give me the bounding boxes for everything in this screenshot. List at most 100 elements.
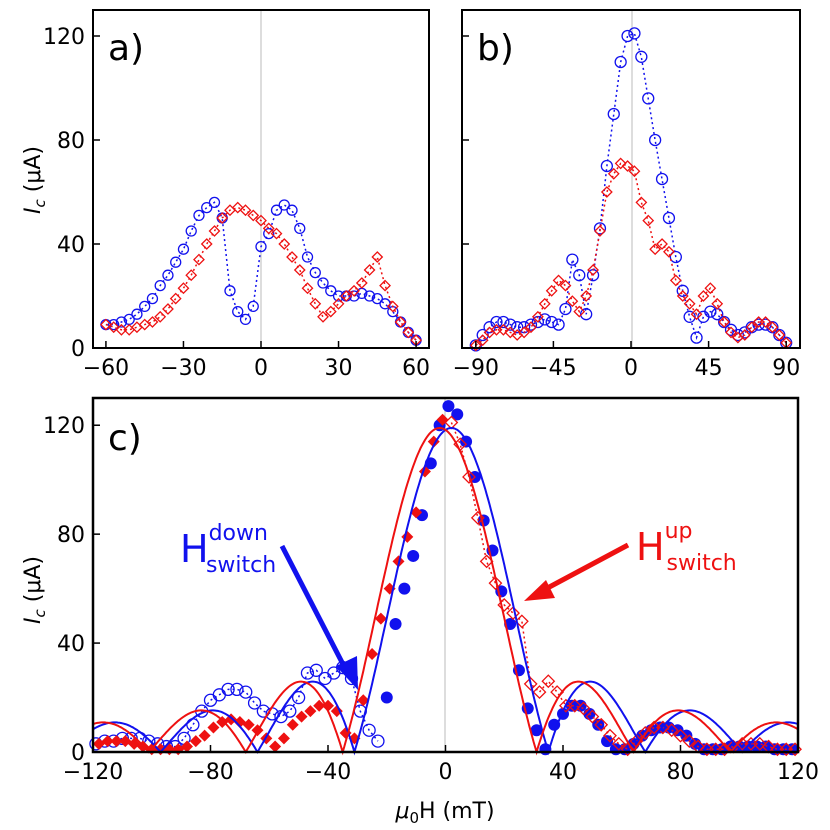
- data-point: [566, 253, 579, 266]
- x-tick-label: −60: [83, 356, 129, 381]
- data-point: [216, 716, 229, 729]
- panel-c: −120 −80 −40 0 40 80 120 0 40 80 120 c) Ic (μA) μ0…: [21, 396, 819, 827]
- data-point: [115, 323, 128, 336]
- data-point: [410, 506, 423, 519]
- data-point: [172, 743, 185, 756]
- x-tick-label: 40: [549, 760, 577, 785]
- data-point: [110, 735, 123, 748]
- data-point: [115, 316, 128, 328]
- x-tick-label: 30: [325, 356, 353, 381]
- panel-c-label: c): [108, 418, 142, 459]
- series-line-blue: [475, 32, 787, 346]
- y-tick-label: 0: [71, 337, 85, 362]
- data-point: [233, 716, 246, 729]
- data-point: [283, 704, 297, 718]
- panel-a-data: [100, 196, 422, 347]
- data-point: [185, 269, 198, 282]
- x-tick-label: 90: [772, 356, 800, 381]
- data-point: [766, 321, 779, 334]
- data-point: [469, 339, 482, 352]
- data-point: [300, 666, 315, 680]
- data-point: [216, 212, 229, 224]
- data-point: [552, 274, 565, 287]
- panel-a-label: a): [108, 28, 144, 69]
- data-point: [552, 318, 565, 331]
- data-point: [340, 290, 353, 302]
- data-point: [366, 647, 379, 660]
- data-point: [325, 285, 337, 297]
- data-point: [725, 326, 737, 339]
- x-tick-label: −90: [453, 356, 499, 381]
- data-point: [567, 698, 582, 713]
- data-point: [295, 710, 308, 723]
- data-point: [221, 682, 235, 697]
- data-point: [177, 282, 190, 295]
- data-point: [506, 606, 520, 621]
- data-point: [504, 326, 517, 339]
- data-point: [270, 227, 283, 240]
- data-point: [398, 582, 411, 595]
- data-point: [662, 211, 676, 225]
- data-point: [170, 256, 182, 268]
- data-point: [286, 204, 298, 216]
- series-line-red: [105, 206, 417, 341]
- data-point: [193, 209, 205, 222]
- data-point: [669, 250, 682, 264]
- data-point: [119, 735, 132, 748]
- panel-b-axes: −90 −45 0 45 90: [453, 35, 800, 381]
- data-point: [635, 50, 648, 63]
- data-point: [269, 740, 282, 753]
- y-tick-label: 0: [71, 741, 85, 766]
- y-tick-label: 40: [57, 632, 85, 657]
- data-point: [476, 334, 489, 347]
- data-point: [317, 310, 329, 323]
- data-point: [676, 290, 689, 302]
- data-point: [573, 269, 586, 282]
- data-point: [559, 302, 572, 316]
- y-tick-label: 80: [57, 523, 85, 548]
- x-tick-label: 0: [439, 760, 453, 785]
- h-switch-up-arrowhead: [524, 580, 555, 601]
- data-point: [587, 264, 599, 276]
- data-point: [332, 290, 345, 302]
- data-point: [263, 227, 275, 240]
- data-point: [363, 290, 376, 302]
- panel-a-y-axis-label: Ic (μA): [21, 146, 49, 214]
- data-point: [573, 305, 586, 318]
- data-point: [309, 266, 321, 279]
- data-point: [242, 718, 255, 731]
- data-point: [189, 735, 202, 748]
- data-point: [648, 133, 662, 147]
- data-point: [638, 726, 653, 740]
- h-switch-up-label: Hup switch: [636, 519, 737, 576]
- data-point: [107, 321, 120, 334]
- data-point: [193, 253, 205, 266]
- x-tick-label: 0: [624, 356, 638, 381]
- data-point: [524, 318, 538, 331]
- data-point: [101, 735, 114, 748]
- data-point: [462, 470, 476, 484]
- data-point: [683, 297, 696, 310]
- data-point: [580, 290, 593, 302]
- data-point: [357, 694, 370, 707]
- data-point: [532, 685, 547, 700]
- data-point: [682, 734, 697, 749]
- data-point: [649, 243, 662, 256]
- data-point: [752, 736, 767, 751]
- data-point: [348, 284, 360, 297]
- data-point: [642, 92, 655, 105]
- series-line-red: [475, 162, 787, 346]
- data-point: [566, 295, 579, 308]
- data-point: [309, 297, 322, 310]
- data-point: [301, 251, 314, 263]
- data-point: [676, 284, 689, 297]
- data-point: [603, 728, 617, 743]
- data-point: [394, 316, 407, 328]
- panel-c-x-axis-label: μ0H (mT): [394, 799, 494, 827]
- data-point: [186, 718, 200, 732]
- data-point: [655, 720, 670, 735]
- x-tick-label: 0: [254, 356, 268, 381]
- data-point: [270, 204, 283, 216]
- data-point: [628, 27, 641, 40]
